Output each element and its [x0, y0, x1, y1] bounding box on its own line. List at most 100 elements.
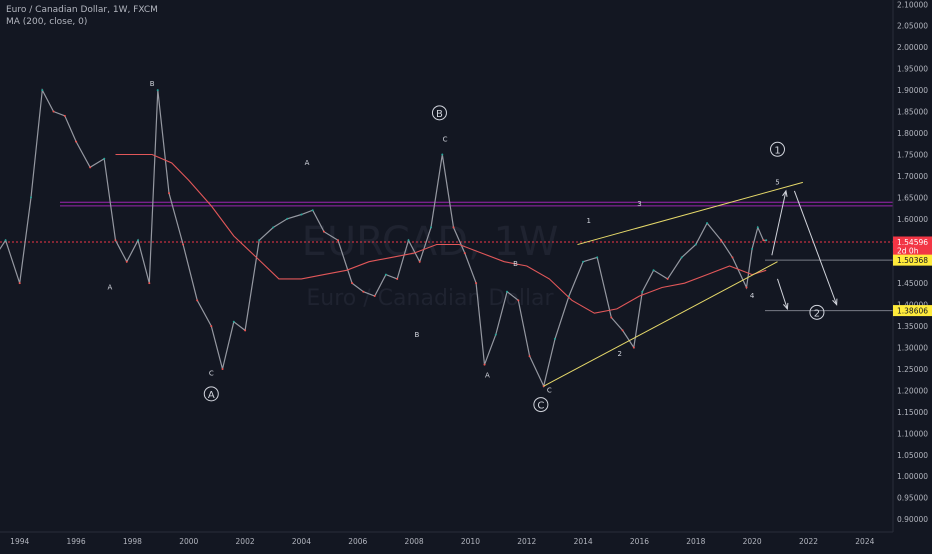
price-tick-label: 1.35000 [897, 322, 928, 331]
price-point [517, 299, 520, 302]
wave-label-17: 1 [774, 145, 780, 156]
price-tick-label: 1.20000 [897, 386, 928, 395]
price-point [610, 316, 613, 319]
price-point [694, 243, 697, 246]
time-tick-label: 2024 [855, 537, 874, 546]
price-tag-bg-3 [893, 305, 932, 317]
price-tick-label: 0.95000 [897, 494, 928, 503]
price-point [463, 252, 466, 255]
price-point [483, 363, 486, 366]
time-tick-label: 1998 [123, 537, 142, 546]
wave-label-14: 3 [637, 200, 641, 208]
price-tag-bg-0 [893, 236, 932, 248]
price-point [596, 256, 599, 259]
price-tick-label: 1.10000 [897, 429, 928, 438]
price-tag-1: 2d 0h [897, 246, 919, 255]
price-point [632, 346, 635, 349]
time-tick-label: 2014 [574, 537, 593, 546]
price-point [351, 282, 354, 285]
price-tick-label: 1.95000 [897, 65, 928, 74]
ma-200-line [115, 153, 767, 314]
wave-label-15: 4 [750, 292, 755, 300]
chart-legend: Euro / Canadian Dollar, 1W, FXCM MA (200… [6, 4, 158, 28]
time-tick-label: 2022 [799, 537, 818, 546]
price-tick-label: 1.75000 [897, 150, 928, 159]
price-tag-bg-1 [893, 244, 932, 256]
price-point [407, 239, 410, 242]
price-point [720, 239, 723, 242]
wave-label-2: C [209, 369, 214, 377]
price-point [114, 239, 117, 242]
wave-label-16: 5 [775, 178, 779, 186]
price-point [745, 286, 748, 289]
price-point [311, 209, 314, 212]
price-point [103, 157, 106, 160]
price-point [506, 290, 509, 293]
wave-label-6: B [436, 109, 443, 120]
price-point [441, 153, 444, 156]
price-point [621, 329, 624, 332]
wave-label-13: 2 [618, 350, 622, 358]
price-tick-label: 1.30000 [897, 344, 928, 353]
price-point [706, 222, 709, 225]
price-point [41, 89, 44, 92]
price-point [452, 226, 455, 229]
price-point [666, 277, 669, 280]
price-tick-label: 1.15000 [897, 408, 928, 417]
projection-arrow-1 [777, 278, 788, 310]
watermark-name: Euro / Canadian Dollar [306, 286, 554, 311]
wave-label-12: 1 [587, 217, 591, 225]
wave-label-circle-6 [431, 105, 447, 121]
wave-label-8: A [485, 372, 490, 380]
price-point [553, 337, 556, 340]
price-point [63, 114, 66, 117]
price-point [232, 320, 235, 323]
price-point [494, 333, 497, 336]
price-point [29, 196, 32, 199]
price-tick-label: 1.70000 [897, 172, 928, 181]
projection-arrow-0 [771, 190, 787, 256]
wave-label-4: A [305, 159, 310, 167]
price-point [731, 256, 734, 259]
price-point [751, 247, 754, 250]
price-point [582, 260, 585, 263]
time-tick-label: 2000 [179, 537, 198, 546]
time-tick-label: 2006 [348, 537, 367, 546]
price-point [641, 290, 644, 293]
price-point [210, 325, 213, 328]
price-point [182, 243, 185, 246]
wave-label-11: C [537, 401, 544, 412]
projection-arrowhead-2 [832, 298, 838, 306]
ma-indicator-title[interactable]: MA (200, close, 0) [6, 17, 88, 27]
trendline-1 [543, 261, 778, 387]
wave-label-circle-17 [770, 141, 786, 157]
price-tick-label: 1.25000 [897, 365, 928, 374]
wave-label-circle-3 [203, 386, 219, 402]
price-point [156, 89, 159, 92]
price-point [272, 226, 275, 229]
price-point [137, 239, 140, 242]
price-tick-label: 1.05000 [897, 451, 928, 460]
price-point [430, 226, 433, 229]
price-point [286, 217, 289, 220]
price-tick-label: 2.10000 [897, 0, 928, 9]
price-point [396, 277, 399, 280]
time-tick-label: 1996 [67, 537, 86, 546]
time-tick-label: 2012 [517, 537, 536, 546]
price-point [680, 256, 683, 259]
wave-label-10: C [547, 387, 552, 395]
price-point [196, 299, 199, 302]
price-point [337, 239, 340, 242]
price-point [18, 282, 21, 285]
time-tick-label: 2002 [236, 537, 255, 546]
price-point [528, 355, 531, 358]
price-tag-0: 1.54596 [897, 238, 928, 247]
symbol-title[interactable]: Euro / Canadian Dollar, 1W, FXCM [6, 5, 158, 15]
price-point [148, 282, 151, 285]
price-tick-label: 1.90000 [897, 86, 928, 95]
price-point [4, 239, 7, 242]
projection-arrowhead-1 [783, 302, 789, 311]
price-point [89, 166, 92, 169]
